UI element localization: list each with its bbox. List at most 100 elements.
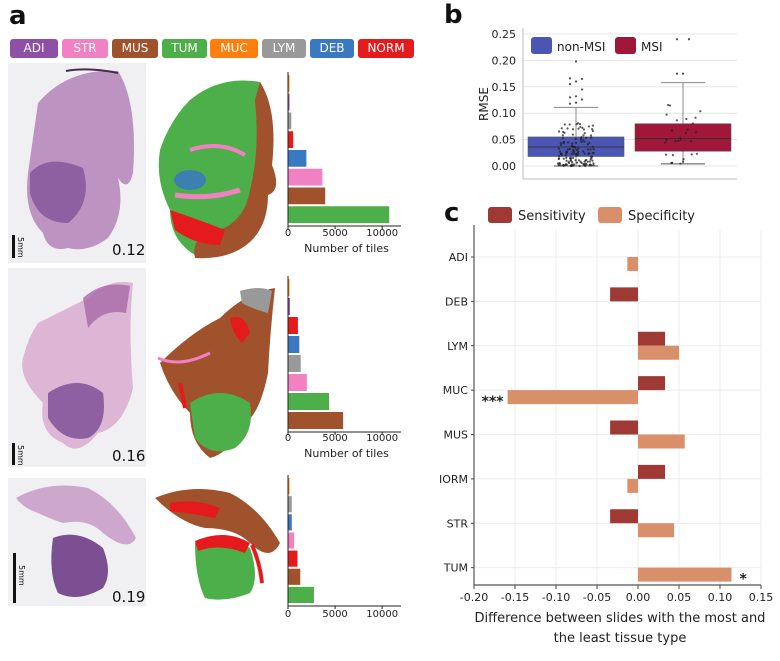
data-point: [582, 139, 585, 142]
x-axis-title: Number of tiles: [304, 242, 389, 255]
x-tick-label: -0.15: [501, 591, 529, 604]
bar-str: [288, 532, 295, 549]
x-tick-label: 0.05: [667, 591, 692, 604]
data-point: [575, 154, 578, 157]
data-point: [674, 140, 677, 143]
legend-chip-deb: DEB: [310, 39, 354, 58]
data-point: [578, 122, 582, 126]
tissue-shape-3: [16, 485, 136, 597]
data-point: [668, 104, 672, 107]
bar-sensitivity-mus: [610, 420, 638, 435]
legend-label-specificity: Specificity: [628, 209, 695, 224]
bar-specificity-norm: [627, 478, 638, 493]
data-point: [589, 163, 592, 166]
data-point: [571, 128, 575, 131]
legend-swatch-sensitivity: [488, 207, 512, 223]
data-point: [558, 150, 561, 153]
outlier-point: [675, 72, 679, 75]
panel-b-label: b: [444, 0, 463, 30]
bar-deb: [288, 514, 292, 531]
bar-norm: [288, 131, 294, 148]
data-point: [679, 162, 682, 165]
legend-chip-lym: LYM: [262, 39, 306, 58]
data-point: [679, 136, 682, 139]
bar-tum: [288, 393, 329, 410]
data-point: [574, 137, 577, 140]
y-tick-label: NORM: [440, 473, 468, 486]
data-point: [586, 143, 589, 146]
bar-deb: [288, 150, 307, 167]
data-point: [557, 147, 560, 150]
bar-mus: [288, 568, 301, 585]
data-point: [685, 117, 688, 121]
tissue-shape-2: [22, 282, 133, 449]
tissue-shape-1: [27, 68, 134, 250]
x-tick-label: 5000: [322, 228, 347, 239]
data-point: [590, 155, 593, 158]
data-point: [592, 162, 595, 165]
x-tick-label: 5000: [322, 609, 347, 620]
data-point: [563, 131, 566, 134]
data-point: [582, 150, 585, 153]
data-point: [577, 159, 581, 162]
data-point: [592, 147, 595, 151]
tissue-map-2: [157, 288, 275, 458]
data-point: [694, 131, 697, 134]
data-point: [577, 147, 580, 150]
x-axis-title: Number of tiles: [304, 447, 389, 460]
data-point: [588, 152, 591, 155]
data-point: [684, 132, 687, 135]
data-point: [570, 142, 574, 145]
bar-specificity-str: [638, 523, 675, 538]
x-tick-label: 0.10: [708, 591, 733, 604]
y-tick-label: MUC: [443, 384, 469, 397]
bar-adi: [288, 298, 290, 315]
data-point: [675, 119, 678, 122]
legend-chip-mus: MUS: [112, 39, 158, 58]
scale-bar-3: [13, 553, 16, 603]
x-tick-label: 10000: [366, 228, 398, 239]
data-point: [587, 125, 591, 128]
slide-rmse-value-3: 0.19: [112, 588, 146, 606]
outlier-point: [580, 77, 584, 80]
data-point: [588, 141, 591, 145]
bar-muc: [288, 75, 290, 92]
data-point: [586, 160, 589, 163]
data-point: [570, 144, 573, 147]
outlier-point: [574, 60, 578, 63]
data-point: [571, 161, 574, 164]
data-point: [677, 139, 680, 142]
outlier-point: [568, 96, 572, 99]
bar-specificity-tum: [638, 567, 732, 582]
data-point: [565, 156, 568, 159]
bar-str: [288, 374, 307, 391]
data-point: [565, 150, 569, 154]
x-tick-label: 10000: [366, 609, 398, 620]
x-tick-label: 0: [285, 433, 291, 444]
bar-specificity-adi: [627, 257, 638, 271]
y-tick-label: 0.25: [492, 28, 517, 41]
legend-chip-tum: TUM: [162, 39, 207, 58]
data-point: [586, 148, 590, 151]
data-point: [575, 123, 578, 126]
data-point: [591, 129, 594, 133]
data-point: [569, 159, 572, 162]
data-point: [664, 153, 668, 156]
slide-he-image-2: [8, 268, 146, 467]
data-point: [583, 131, 586, 135]
data-point: [561, 137, 564, 140]
data-point: [577, 127, 580, 130]
data-point: [566, 148, 570, 151]
y-tick-label: TUM: [443, 562, 468, 575]
bar-adi: [288, 93, 290, 111]
outlier-point: [681, 72, 685, 75]
panel-c-label: c: [444, 198, 460, 228]
tissue-map-1: [158, 80, 277, 259]
data-point: [580, 140, 583, 143]
y-tick-label: DEB: [445, 295, 468, 308]
bar-str: [288, 168, 323, 186]
data-point: [591, 128, 594, 131]
x-axis-title-line1: Difference between slides with the most …: [475, 611, 766, 626]
legend-swatch-msi: [615, 37, 636, 54]
data-point: [571, 133, 574, 136]
